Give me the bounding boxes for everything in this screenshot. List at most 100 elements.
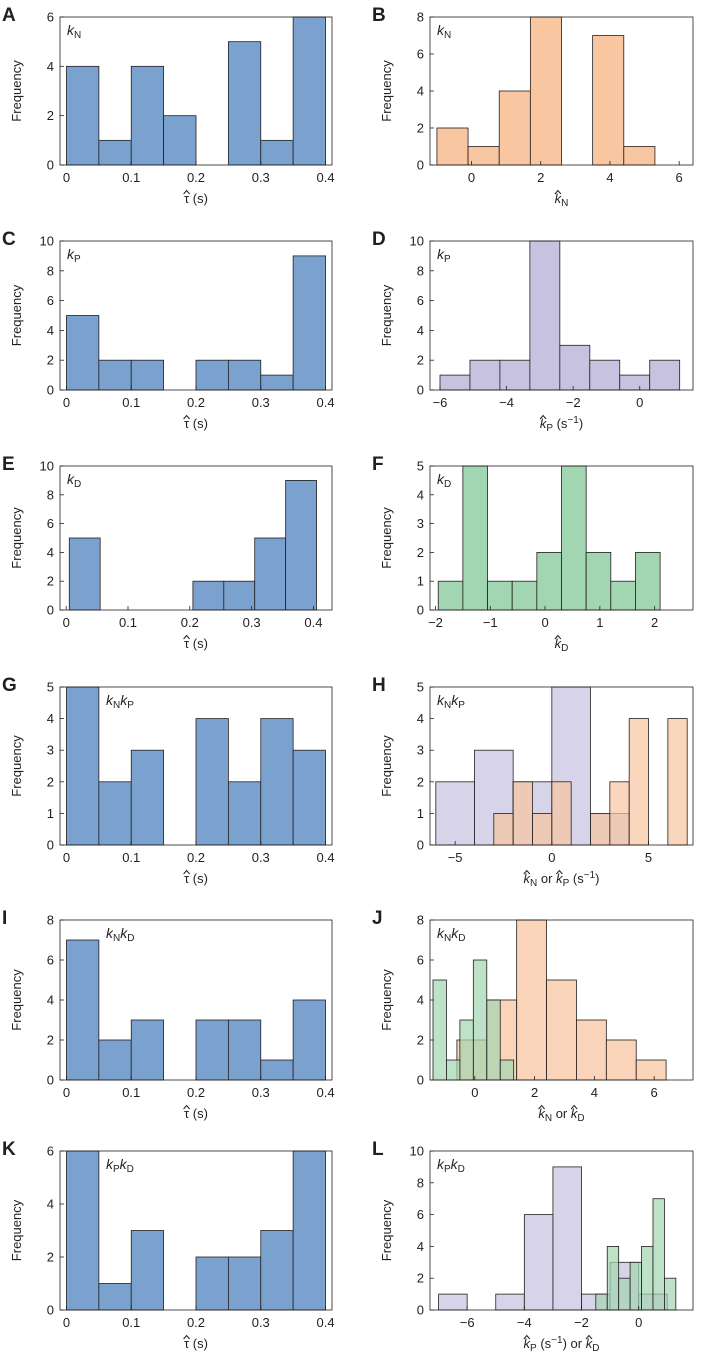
y-tick-label: 2 bbox=[47, 1250, 54, 1265]
bar bbox=[192, 580, 225, 611]
y-tick-label: 5 bbox=[417, 680, 424, 695]
panel-annotation: kD bbox=[67, 471, 81, 490]
bar bbox=[436, 127, 469, 166]
bar bbox=[98, 781, 132, 846]
panel-annotation: kPkD bbox=[106, 1156, 134, 1175]
bar bbox=[98, 139, 132, 166]
plot-frame bbox=[429, 465, 694, 611]
bar bbox=[260, 374, 294, 391]
x-tick-label: 4 bbox=[606, 170, 613, 185]
y-tick-label: 6 bbox=[47, 1144, 54, 1159]
panel-letter: F bbox=[372, 454, 384, 475]
bar bbox=[195, 718, 229, 846]
y-tick-label: 10 bbox=[410, 1144, 424, 1159]
y-tick-label: 4 bbox=[47, 545, 54, 560]
bar bbox=[260, 139, 294, 166]
y-axis-label: Frequency bbox=[9, 1199, 24, 1261]
series-τ bbox=[66, 686, 326, 846]
bar bbox=[459, 1019, 474, 1081]
y-tick-label: 1 bbox=[417, 806, 424, 821]
bar bbox=[499, 359, 531, 391]
hat-accent bbox=[183, 869, 190, 875]
x-tick-label: 0.4 bbox=[316, 395, 334, 410]
bar bbox=[635, 552, 661, 611]
bar bbox=[589, 359, 621, 391]
panel-letter: G bbox=[2, 675, 17, 696]
panel-A: 0 2 4 6 0 0.1 0.2 0.3 0.4 A Frequency kN τ (s) bbox=[2, 5, 335, 206]
bar bbox=[130, 1019, 165, 1081]
x-tick-label: 0 bbox=[636, 395, 643, 410]
bar bbox=[66, 65, 100, 166]
panel-C: 0 2 4 6 8 10 0 0.1 0.2 0.3 0.4 C Frequency kP τ (s) bbox=[2, 229, 335, 431]
bar bbox=[576, 1019, 607, 1081]
x-tick-label: 5 bbox=[645, 850, 652, 865]
bar bbox=[195, 1256, 229, 1311]
y-axis-label: Frequency bbox=[9, 969, 24, 1031]
y-tick-label: 10 bbox=[40, 459, 54, 474]
bar bbox=[292, 1150, 326, 1311]
bar bbox=[292, 749, 326, 846]
panel-letter: D bbox=[372, 229, 386, 250]
panel-annotation: kN bbox=[437, 22, 451, 41]
hat-accent bbox=[554, 634, 562, 640]
y-tick-label: 2 bbox=[47, 774, 54, 789]
panel-E: 0 2 4 6 8 10 0 0.1 0.2 0.3 0.4 E Frequency kD τ (s) bbox=[2, 454, 333, 651]
x-tick-label: −2 bbox=[574, 1315, 589, 1330]
x-tick-label: −5 bbox=[448, 850, 463, 865]
bar bbox=[260, 718, 294, 846]
x-tick-label: 0.4 bbox=[304, 615, 322, 630]
x-axis-label: τ (s) bbox=[184, 1106, 208, 1121]
bar bbox=[163, 115, 197, 166]
bar bbox=[98, 359, 132, 391]
y-tick-label: 4 bbox=[47, 59, 54, 74]
series-τ bbox=[68, 479, 317, 611]
x-tick-label: 0 bbox=[63, 1085, 70, 1100]
x-tick-label: 0.3 bbox=[252, 170, 270, 185]
panel-H: 0 1 2 3 4 5 −5 0 5 H Frequency kNkP kN or kP (s−1) bbox=[372, 675, 694, 889]
bar bbox=[516, 919, 547, 1081]
bar bbox=[432, 979, 447, 1081]
panel-letter: H bbox=[372, 675, 386, 696]
x-tick-label: 0.4 bbox=[316, 850, 334, 865]
y-tick-label: 2 bbox=[47, 1033, 54, 1048]
bar bbox=[523, 1214, 554, 1311]
bar bbox=[68, 537, 101, 611]
bar bbox=[66, 686, 100, 846]
panel-letter: A bbox=[2, 5, 16, 26]
y-tick-label: 4 bbox=[417, 711, 424, 726]
x-tick-label: 2 bbox=[531, 1085, 538, 1100]
y-tick-label: 3 bbox=[417, 743, 424, 758]
y-tick-label: 6 bbox=[417, 293, 424, 308]
bar bbox=[227, 1256, 262, 1311]
y-tick-label: 2 bbox=[417, 1033, 424, 1048]
x-tick-label: 0.1 bbox=[122, 1315, 140, 1330]
y-tick-label: 8 bbox=[417, 263, 424, 278]
hat-accent bbox=[585, 1334, 593, 1340]
bar bbox=[618, 1277, 631, 1311]
bar bbox=[130, 65, 165, 166]
bar bbox=[499, 1059, 515, 1081]
y-tick-label: 8 bbox=[417, 913, 424, 928]
panel-annotation: kNkD bbox=[437, 925, 465, 944]
x-tick-label: 0 bbox=[63, 615, 70, 630]
x-tick-label: 0 bbox=[63, 850, 70, 865]
x-tick-label: 0.3 bbox=[243, 615, 261, 630]
x-axis-label: kN bbox=[555, 191, 569, 209]
x-tick-label: 0.4 bbox=[316, 1085, 334, 1100]
bar bbox=[66, 315, 100, 391]
bar bbox=[130, 1230, 165, 1311]
bar bbox=[592, 35, 625, 166]
x-tick-label: 2 bbox=[651, 615, 658, 630]
y-tick-label: 1 bbox=[47, 806, 54, 821]
y-tick-label: 5 bbox=[47, 680, 54, 695]
x-tick-label: 0 bbox=[63, 170, 70, 185]
bar bbox=[623, 146, 656, 166]
bar bbox=[223, 580, 256, 611]
y-tick-label: 5 bbox=[417, 459, 424, 474]
panel-annotation: kNkP bbox=[106, 692, 134, 711]
y-axis-label: Frequency bbox=[379, 735, 394, 797]
bar bbox=[629, 1261, 642, 1311]
x-axis-label: kP (s−1) bbox=[540, 415, 583, 434]
bar bbox=[472, 959, 488, 1081]
hat-accent bbox=[570, 1104, 578, 1110]
